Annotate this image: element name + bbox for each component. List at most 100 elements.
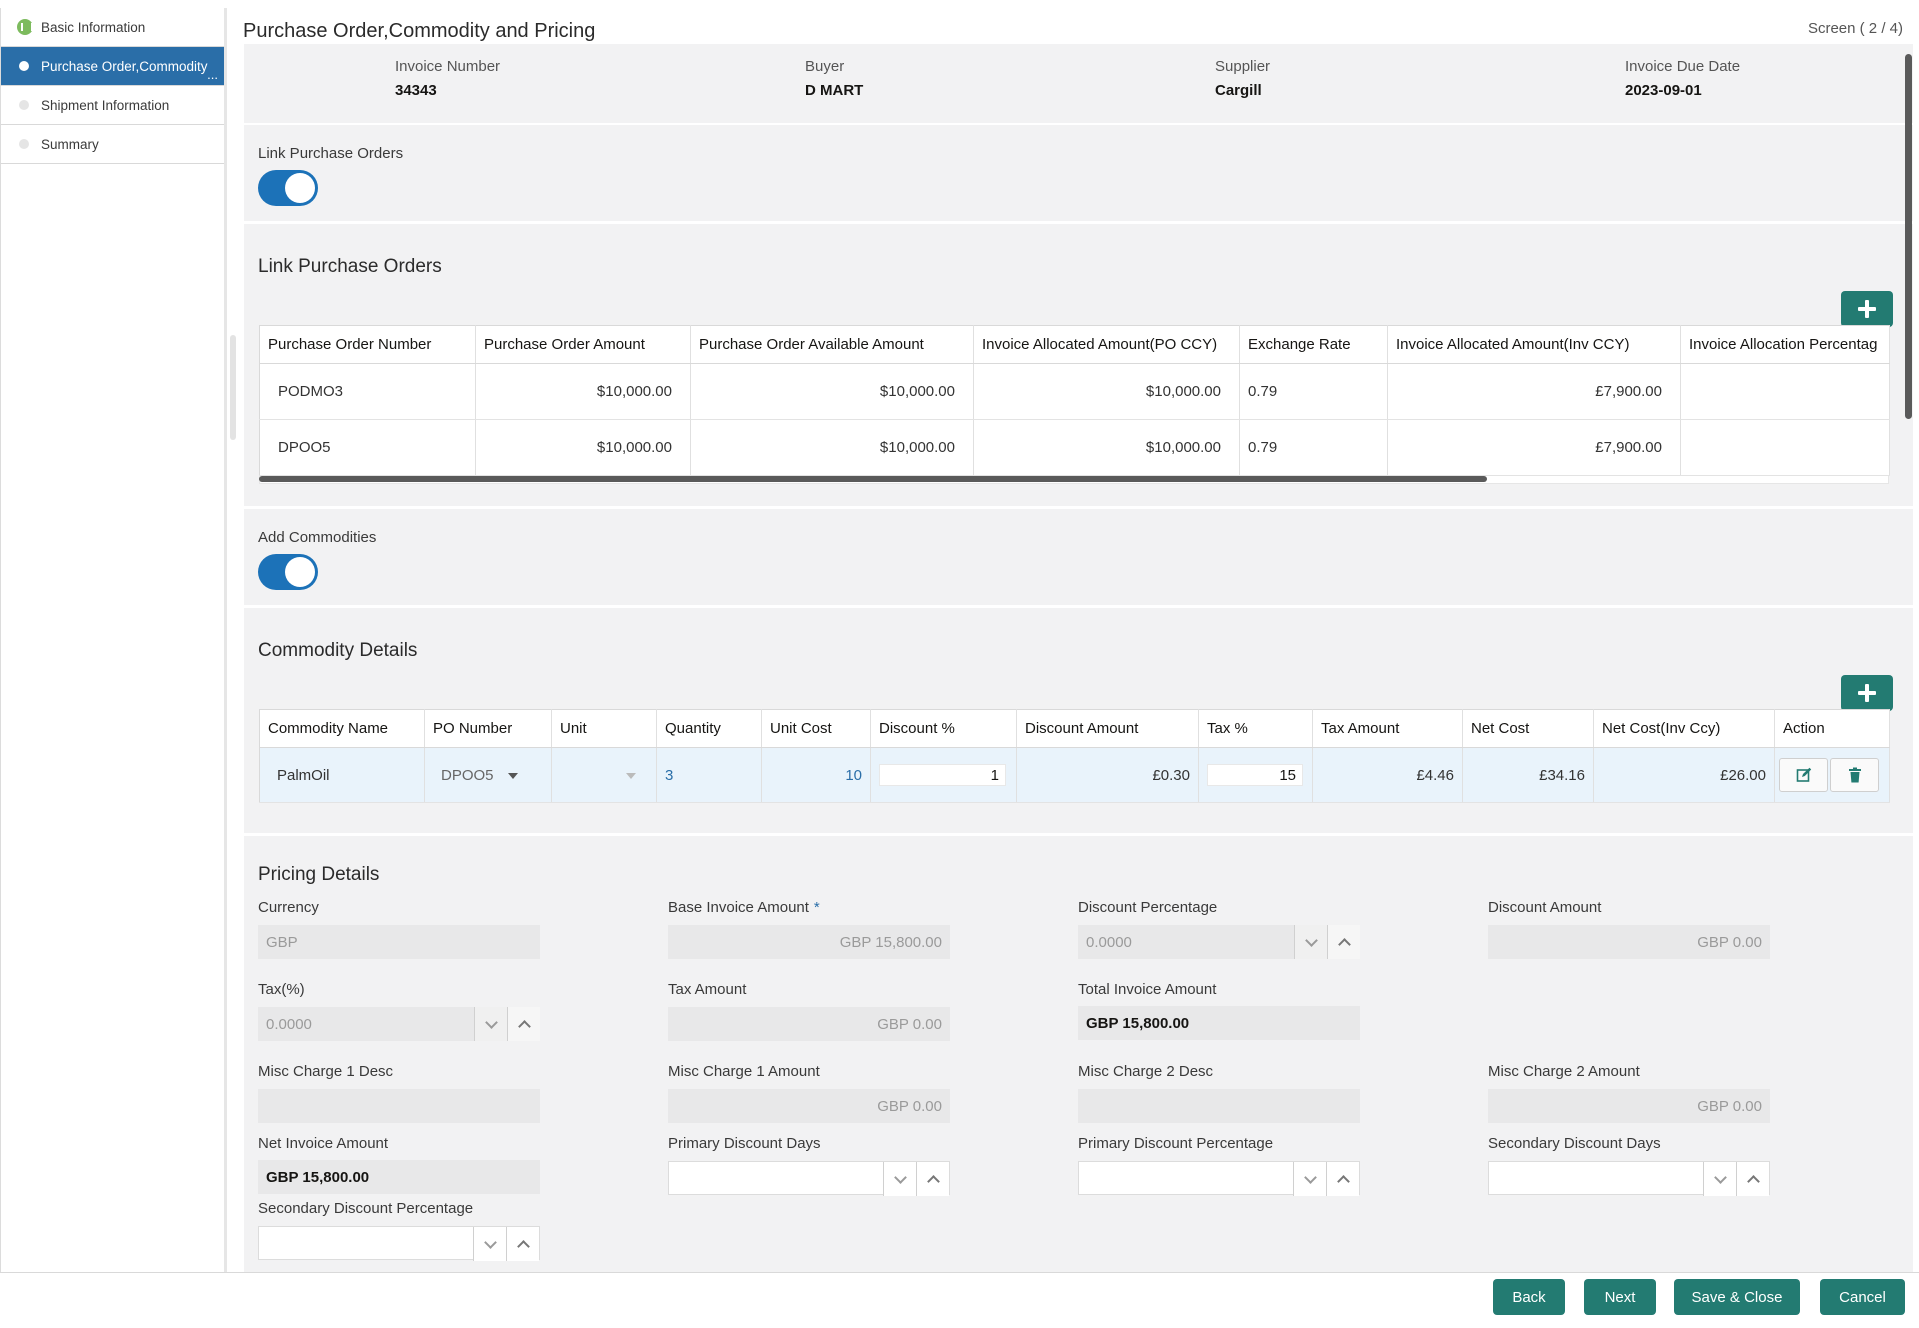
discount-amount-field[interactable]: GBP 0.00 (1488, 925, 1770, 959)
commodity-details-title: Commodity Details (258, 640, 418, 661)
footer-action-bar: Back Next Save & Close Cancel (0, 1272, 1919, 1328)
sidebar-item-shipment-information[interactable]: Shipment Information (1, 86, 224, 125)
increment-button[interactable] (1326, 1162, 1359, 1196)
add-purchase-order-button[interactable] (1841, 291, 1893, 327)
col-header-quantity[interactable]: Quantity (656, 709, 762, 748)
pending-step-dot-icon (19, 100, 29, 110)
base-invoice-amount-label-text: Base Invoice Amount (668, 899, 809, 916)
col-header-discount-pct[interactable]: Discount % (870, 709, 1017, 748)
base-invoice-amount-field[interactable]: GBP 15,800.00 (668, 925, 950, 959)
add-commodity-button[interactable] (1841, 675, 1893, 711)
table-horizontal-scrollbar-thumb[interactable] (259, 476, 1487, 482)
misc-charge-1-desc-label: Misc Charge 1 Desc (258, 1063, 394, 1080)
link-po-section: Link Purchase Orders Purchase Order Numb… (244, 224, 1913, 506)
main-content: Purchase Order,Commodity and Pricing Scr… (241, 8, 1913, 1272)
cell-allocation-percentage (1680, 419, 1890, 476)
col-header-net-cost[interactable]: Net Cost (1462, 709, 1594, 748)
col-header-commodity-name[interactable]: Commodity Name (259, 709, 425, 748)
increment-button[interactable] (916, 1162, 949, 1196)
sidebar-item-label: Purchase Order,Commodity (41, 58, 208, 74)
back-button[interactable]: Back (1493, 1279, 1565, 1315)
table-row[interactable]: PODMO3 $10,000.00 $10,000.00 $10,000.00 … (259, 363, 1890, 420)
col-header-allocated-po-ccy[interactable]: Invoice Allocated Amount(PO CCY) (973, 325, 1240, 364)
caret-down-icon (626, 772, 636, 779)
col-header-net-cost-inv[interactable]: Net Cost(Inv Ccy) (1593, 709, 1775, 748)
toggle-knob (285, 557, 315, 587)
decrement-button[interactable] (1293, 1162, 1326, 1196)
tax-pct-value: 0.0000 (266, 1015, 312, 1033)
cell-allocated-po-ccy: $10,000.00 (973, 419, 1240, 476)
table-row[interactable]: DPOO5 $10,000.00 $10,000.00 $10,000.00 0… (259, 419, 1890, 476)
add-commodities-toggle[interactable] (258, 554, 318, 590)
tax-amount-field[interactable]: GBP 0.00 (668, 1007, 950, 1041)
misc-charge-2-desc-field[interactable] (1078, 1089, 1360, 1123)
secondary-discount-days-input[interactable] (1488, 1161, 1770, 1196)
chevron-down-icon (1304, 933, 1318, 947)
sidebar-item-basic-information[interactable]: Basic Information (1, 8, 224, 47)
sidebar-item-summary[interactable]: Summary (1, 125, 224, 164)
cell-discount-amount: £0.30 (1016, 747, 1199, 803)
discount-pct-input[interactable]: 1 (879, 764, 1006, 786)
supplier-field: Supplier Cargill (1215, 58, 1270, 99)
pricing-details-section: Pricing Details Currency GBP Base Invoic… (244, 836, 1913, 1272)
buyer-field: Buyer D MART (805, 58, 863, 99)
edit-row-button[interactable] (1779, 758, 1828, 792)
increment-button[interactable] (1327, 925, 1360, 959)
increment-button[interactable] (1736, 1162, 1769, 1196)
sidebar-resize-handle[interactable] (230, 335, 236, 440)
decrement-button[interactable] (1703, 1162, 1736, 1196)
tax-pct-input[interactable]: 15 (1207, 764, 1303, 786)
tax-pct-field[interactable]: 0.0000 (258, 1007, 540, 1041)
col-header-allocated-inv-ccy[interactable]: Invoice Allocated Amount(Inv CCY) (1387, 325, 1681, 364)
sidebar-item-purchase-order-commodity[interactable]: Purchase Order,Commodity ... (1, 47, 224, 86)
next-button[interactable]: Next (1584, 1279, 1656, 1315)
page-vertical-scrollbar-thumb[interactable] (1905, 54, 1912, 419)
increment-button[interactable] (506, 1227, 539, 1261)
secondary-discount-percentage-input[interactable] (258, 1226, 540, 1261)
due-date-value: 2023-09-01 (1625, 82, 1702, 99)
col-header-po-amount[interactable]: Purchase Order Amount (475, 325, 691, 364)
misc-charge-2-amount-field[interactable]: GBP 0.00 (1488, 1089, 1770, 1123)
delete-row-button[interactable] (1830, 758, 1879, 792)
col-header-po-number[interactable]: PO Number (424, 709, 552, 748)
col-header-po-available-amount[interactable]: Purchase Order Available Amount (690, 325, 974, 364)
unit-select[interactable] (551, 747, 657, 803)
toggle-knob (285, 173, 315, 203)
col-header-tax-pct[interactable]: Tax % (1198, 709, 1313, 748)
due-date-label: Invoice Due Date (1625, 58, 1741, 75)
primary-discount-percentage-input[interactable] (1078, 1161, 1360, 1196)
currency-field[interactable]: GBP (258, 925, 540, 959)
col-header-discount-amount[interactable]: Discount Amount (1016, 709, 1199, 748)
currency-label: Currency (258, 899, 319, 916)
invoice-header-panel: Invoice Number 34343 Buyer D MART Suppli… (244, 44, 1913, 123)
increment-button[interactable] (507, 1007, 540, 1041)
link-po-toggle[interactable] (258, 170, 318, 206)
col-header-po-number[interactable]: Purchase Order Number (259, 325, 476, 364)
col-header-allocation-percentage[interactable]: Invoice Allocation Percentag (1680, 325, 1890, 364)
col-header-tax-amount[interactable]: Tax Amount (1312, 709, 1463, 748)
primary-discount-days-input[interactable] (668, 1161, 950, 1196)
chevron-down-icon (484, 1015, 498, 1029)
cell-net-cost-inv: £26.00 (1593, 747, 1775, 803)
decrement-button[interactable] (1294, 925, 1327, 959)
cancel-button[interactable]: Cancel (1820, 1279, 1905, 1315)
cell-quantity[interactable]: 3 (656, 747, 762, 803)
po-number-select[interactable]: DPOO5 (424, 747, 552, 803)
tax-amount-label: Tax Amount (668, 981, 747, 998)
decrement-button[interactable] (473, 1227, 506, 1261)
discount-percentage-field[interactable]: 0.0000 (1078, 925, 1360, 959)
misc-charge-1-desc-field[interactable] (258, 1089, 540, 1123)
misc-charge-1-amount-field[interactable]: GBP 0.00 (668, 1089, 950, 1123)
save-close-button[interactable]: Save & Close (1674, 1279, 1800, 1315)
decrement-button[interactable] (883, 1162, 916, 1196)
cell-unit-cost[interactable]: 10 (761, 747, 871, 803)
col-header-unit[interactable]: Unit (551, 709, 657, 748)
col-header-exchange-rate[interactable]: Exchange Rate (1239, 325, 1388, 364)
cell-exchange-rate: 0.79 (1239, 419, 1388, 476)
due-date-field: Invoice Due Date 2023-09-01 (1625, 58, 1740, 99)
col-header-unit-cost[interactable]: Unit Cost (761, 709, 871, 748)
chevron-up-icon (1337, 937, 1351, 951)
table-row[interactable]: PalmOil DPOO5 3 10 1 £0.30 15 (259, 747, 1890, 803)
chevron-up-icon (1336, 1174, 1350, 1188)
decrement-button[interactable] (474, 1007, 507, 1041)
